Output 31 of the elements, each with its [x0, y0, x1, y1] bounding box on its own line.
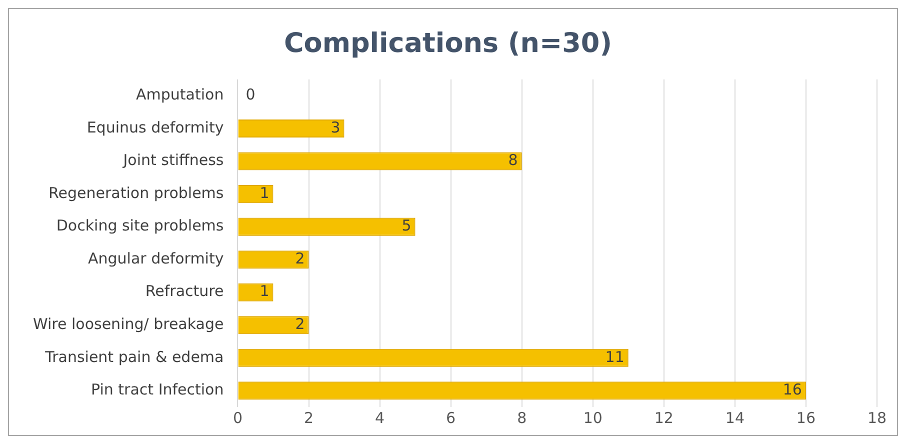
x-tick-label: 0: [232, 408, 243, 427]
x-tick-label: 4: [375, 408, 385, 427]
data-label: 2: [295, 249, 305, 268]
y-tick-label: Angular deformity: [88, 249, 224, 268]
data-label: 8: [508, 151, 518, 170]
x-tick-label: 6: [446, 408, 456, 427]
x-tick-label: 18: [867, 408, 887, 427]
chart-title: Complications (n=30): [284, 28, 612, 60]
data-label: 16: [782, 380, 802, 399]
x-tick-label: 10: [583, 408, 602, 427]
y-tick-label: Wire loosening/ breakage: [32, 314, 224, 333]
data-label: 2: [295, 314, 305, 333]
x-tick-label: 14: [725, 408, 744, 427]
y-tick-label: Pin tract Infection: [91, 380, 224, 399]
data-label: 0: [246, 86, 256, 104]
y-tick-label: Refracture: [145, 282, 224, 300]
y-tick-label: Transient pain & edema: [44, 348, 224, 366]
x-tick-label: 8: [517, 408, 527, 427]
y-tick-label: Docking site problems: [56, 216, 224, 235]
data-label: 5: [402, 216, 412, 235]
data-label: 1: [260, 184, 270, 202]
data-label: 3: [330, 118, 340, 136]
x-tick-label: 2: [304, 408, 314, 427]
x-tick-label: 16: [796, 408, 816, 427]
y-tick-label: Regeneration problems: [48, 184, 224, 202]
y-tick-label: Amputation: [136, 86, 224, 104]
y-tick-label: Equinus deformity: [86, 118, 224, 136]
x-tick-label: 12: [654, 408, 674, 427]
y-tick-label: Joint stiffness: [122, 151, 224, 170]
data-label: 1: [260, 282, 270, 300]
data-label: 11: [605, 348, 624, 366]
